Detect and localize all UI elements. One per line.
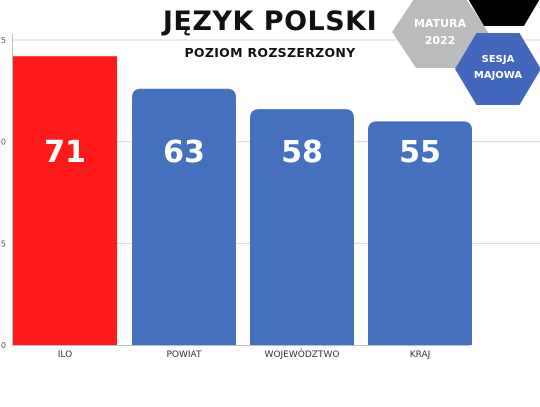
data-label: 55 <box>399 135 441 170</box>
y-tick-label: 50 <box>0 138 6 147</box>
session-label: SESJA <box>481 54 515 65</box>
session-hexagon <box>455 33 540 105</box>
data-label: 58 <box>281 135 323 170</box>
matura-badge-text: MATURA 2022 <box>392 15 488 49</box>
x-tick-label: WOJEWÓDZTWO <box>265 348 340 360</box>
bar-powiat <box>132 88 236 346</box>
x-tick-label: KRAJ <box>410 350 431 360</box>
bar-województwo <box>250 109 354 345</box>
data-label: 71 <box>44 135 86 170</box>
x-tick-label: POWIAT <box>166 350 202 360</box>
bar-kraj <box>368 121 472 345</box>
y-tick-label: 0 <box>1 341 6 350</box>
chart-title: JĘZYK POLSKI <box>162 6 378 37</box>
matura-hexagon <box>392 0 488 68</box>
x-tick-label: ILO <box>58 350 72 360</box>
matura-year: 2022 <box>424 34 456 47</box>
black-hexagon <box>468 0 540 26</box>
y-tick-label: 25 <box>0 239 6 248</box>
y-tick-label: 75 <box>0 36 6 45</box>
bar-ilo <box>13 56 117 346</box>
session-type: MAJOWA <box>473 70 523 81</box>
session-badge-text: SESJA MAJOWA <box>455 52 540 84</box>
chart-subtitle: POZIOM ROZSZERZONY <box>184 45 356 60</box>
data-label: 63 <box>163 135 205 170</box>
matura-label: MATURA <box>413 17 467 30</box>
